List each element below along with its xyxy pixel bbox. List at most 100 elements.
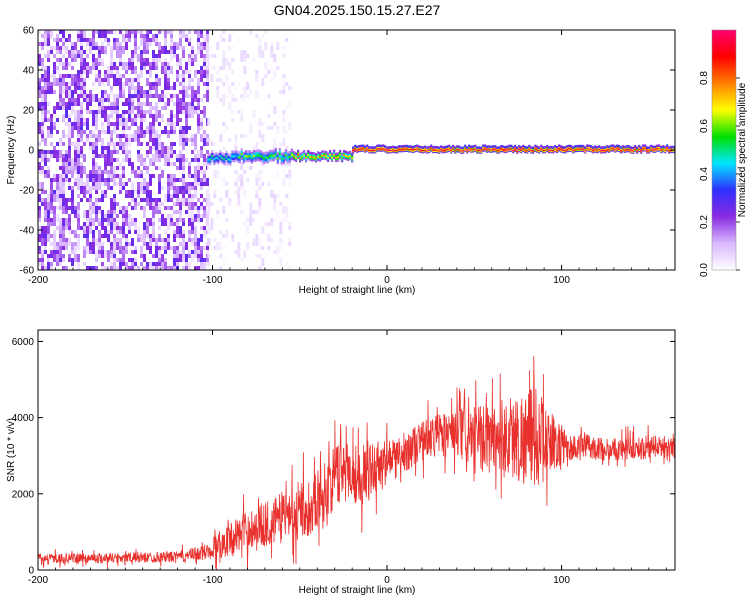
spectrogram-cell [62, 246, 65, 250]
spectrogram-ridge-cell [512, 146, 515, 149]
spectrogram-cell [92, 82, 95, 86]
spectrogram-cell [83, 262, 86, 266]
spectrogram-ridge-cell [410, 145, 413, 148]
spectrogram-cell [188, 162, 191, 166]
spectrogram-ridge-cell [319, 152, 322, 155]
spectrogram-cell [137, 86, 140, 90]
spectrogram-cell [282, 138, 286, 146]
spectrogram-ridge-cell [291, 153, 294, 156]
spectrogram-cell [146, 226, 149, 234]
spectrogram-cell [164, 106, 167, 110]
spectrogram-ridge-cell [333, 151, 336, 154]
spectrogram-cell [246, 178, 250, 182]
spectrogram-cell [50, 50, 53, 54]
spectrogram-cell [231, 110, 235, 114]
spectrogram-cell [206, 66, 209, 70]
spectrogram-cell [279, 202, 283, 206]
spectrogram-cell [92, 146, 95, 150]
spectrogram-cell [86, 238, 89, 246]
spectrogram-cell [89, 186, 92, 190]
spectrogram-cell [65, 50, 68, 54]
spectrogram-cell [282, 206, 286, 214]
spectrogram-cell [74, 178, 77, 182]
spectrogram-cell [92, 154, 95, 158]
spectrogram-cell [113, 142, 116, 150]
spectrogram-cell [95, 174, 98, 182]
spectrogram-cell [101, 254, 104, 258]
spectrogram-cell [188, 102, 191, 106]
spectrogram-cell [116, 158, 119, 162]
spectrogram-cell [80, 94, 83, 98]
spectrogram-ridge-cell [288, 153, 291, 156]
spectrogram-cell [104, 218, 107, 222]
spectrogram-cell [110, 230, 113, 234]
spectrogram-ridge-cell [270, 149, 273, 153]
spectrogram-cell [98, 70, 101, 74]
spectrogram-cell [146, 142, 149, 146]
spectrogram-cell [146, 246, 149, 250]
spectrogram-cell [44, 154, 47, 158]
spectrogram-cell [140, 34, 143, 38]
spectrogram-cell [167, 78, 170, 82]
spectrogram-cell [155, 34, 158, 38]
spectrogram-cell [110, 186, 113, 190]
spectrogram-cell [116, 38, 119, 42]
spectrogram-cell [53, 66, 56, 70]
spectrogram-cell [179, 126, 182, 130]
spectrogram-cell [80, 178, 83, 186]
spectrogram-ridge-cell [215, 156, 218, 160]
spectrogram-cell [191, 222, 194, 230]
spectrogram-cell [65, 202, 68, 210]
spectrogram-cell [197, 94, 200, 98]
spectrogram-cell [44, 170, 47, 174]
spectrogram-cell [47, 42, 50, 46]
spectrogram-ridge-cell [291, 151, 294, 154]
spectrogram-cell [176, 246, 179, 250]
spectrogram-cell [59, 86, 62, 94]
spectrogram-cell [222, 62, 226, 70]
spectrogram-cell [56, 130, 59, 134]
spectrogram-cell [258, 174, 262, 178]
y-tick-label: 6000 [12, 337, 35, 348]
spectrogram-cell [137, 46, 140, 50]
spectrogram-ridge-cell [221, 154, 224, 158]
spectrogram-ridge-cell [268, 154, 271, 158]
spectrogram-cell [206, 82, 209, 86]
spectrogram-cell [158, 58, 161, 62]
spectrogram-cell [65, 242, 68, 250]
spectrogram-cell [203, 170, 206, 174]
spectrogram-ridge-cell [652, 145, 655, 149]
spectrogram-cell [146, 126, 149, 130]
spectrogram-ridge-cell [420, 146, 423, 149]
spectrogram-ridge-cell [321, 150, 324, 153]
spectrogram-cell [68, 178, 71, 182]
spectrogram-cell [116, 222, 119, 226]
spectrogram-cell [188, 38, 191, 42]
spectrogram-ridge-cell [341, 156, 344, 159]
spectrogram-ridge-cell [244, 154, 247, 158]
spectrogram-cell [59, 206, 62, 210]
spectrogram-cell [80, 54, 83, 62]
spectrogram-cell [47, 234, 50, 242]
spectrogram-cell [143, 66, 146, 70]
spectrogram-cell [59, 166, 62, 170]
spectrogram-cell [119, 58, 122, 62]
spectrogram-cell [38, 198, 41, 202]
spectrogram-ridge-cell [382, 144, 385, 147]
spectrogram-cell [197, 198, 200, 202]
spectrogram-cell [146, 150, 149, 154]
spectrogram-cell [137, 154, 140, 158]
spectrogram-cell [62, 210, 65, 214]
spectrogram-cell [80, 146, 83, 150]
spectrogram-ridge-cell [456, 145, 459, 148]
spectrogram-cell [176, 234, 179, 238]
spectrogram-cell [83, 210, 86, 218]
spectrogram-cell [125, 46, 128, 50]
spectrogram-cell [140, 30, 143, 34]
spectrogram-cell [188, 54, 191, 58]
spectrogram-cell [77, 98, 80, 106]
spectrogram-ridge-cell [454, 146, 457, 150]
spectrogram-cell [194, 166, 197, 174]
spectrogram-cell [170, 38, 173, 42]
spectrogram-cell [279, 238, 283, 242]
